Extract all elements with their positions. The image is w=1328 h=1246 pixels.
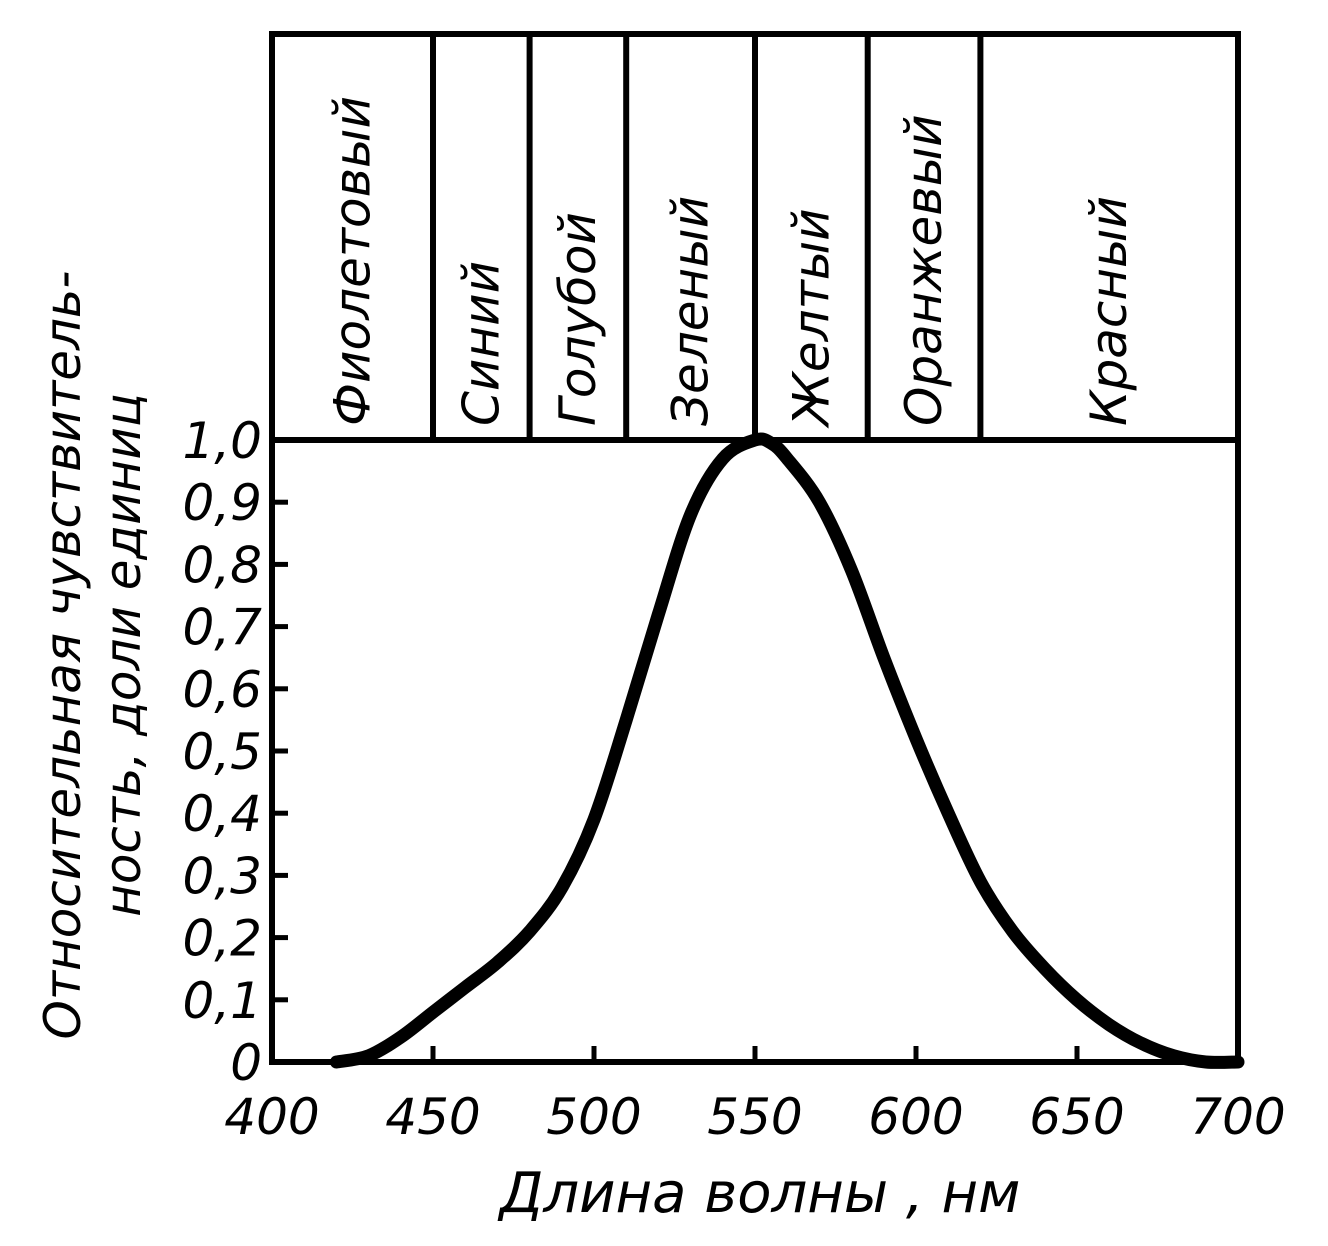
y-tick-label: 0,5 <box>182 723 262 781</box>
band-label: Оранжевый <box>895 114 953 426</box>
y-tick-label: 0,7 <box>182 599 262 657</box>
y-tick-label: 0,3 <box>182 847 262 905</box>
y-axis-ticks: 00,10,20,30,40,50,60,70,80,91,0 <box>182 412 288 1092</box>
color-bands: Фиолетовый Синий Голубой Зеленый Желтый Оранж… <box>324 34 1138 440</box>
band-label: Красный <box>1080 196 1138 426</box>
band-label: Синий <box>452 261 510 426</box>
y-tick-label: 1,0 <box>182 412 262 470</box>
x-axis-ticks: 400 450 500 550 600 650 700 <box>224 1046 1286 1146</box>
y-tick-label: 0,8 <box>182 536 262 594</box>
y-axis-title-line-2: ность, доли единиц <box>94 393 152 917</box>
y-tick-label: 0 <box>230 1034 262 1092</box>
sensitivity-curve <box>329 432 1245 1069</box>
y-tick-label: 0,4 <box>182 785 262 843</box>
band-label: Голубой <box>549 212 607 426</box>
y-tick-label: 0,1 <box>182 972 262 1030</box>
band-label: Желтый <box>782 208 840 429</box>
x-tick-label: 500 <box>546 1088 641 1146</box>
x-tick-label: 600 <box>868 1088 963 1146</box>
x-axis-title: Длина волны , нм <box>497 1161 1021 1226</box>
x-tick-label: 700 <box>1190 1088 1285 1146</box>
x-tick-label: 450 <box>385 1088 480 1146</box>
x-tick-label: 400 <box>224 1088 319 1146</box>
y-axis-title-line-1: Относительная чувствитель- <box>34 271 92 1040</box>
y-tick-label: 0,6 <box>182 661 262 719</box>
x-tick-label: 550 <box>707 1088 802 1146</box>
x-tick-label: 650 <box>1029 1088 1124 1146</box>
band-label: Фиолетовый <box>324 96 382 426</box>
y-tick-label: 0,2 <box>182 910 262 968</box>
y-tick-label: 0,9 <box>182 474 262 532</box>
band-label: Зеленый <box>662 196 720 426</box>
